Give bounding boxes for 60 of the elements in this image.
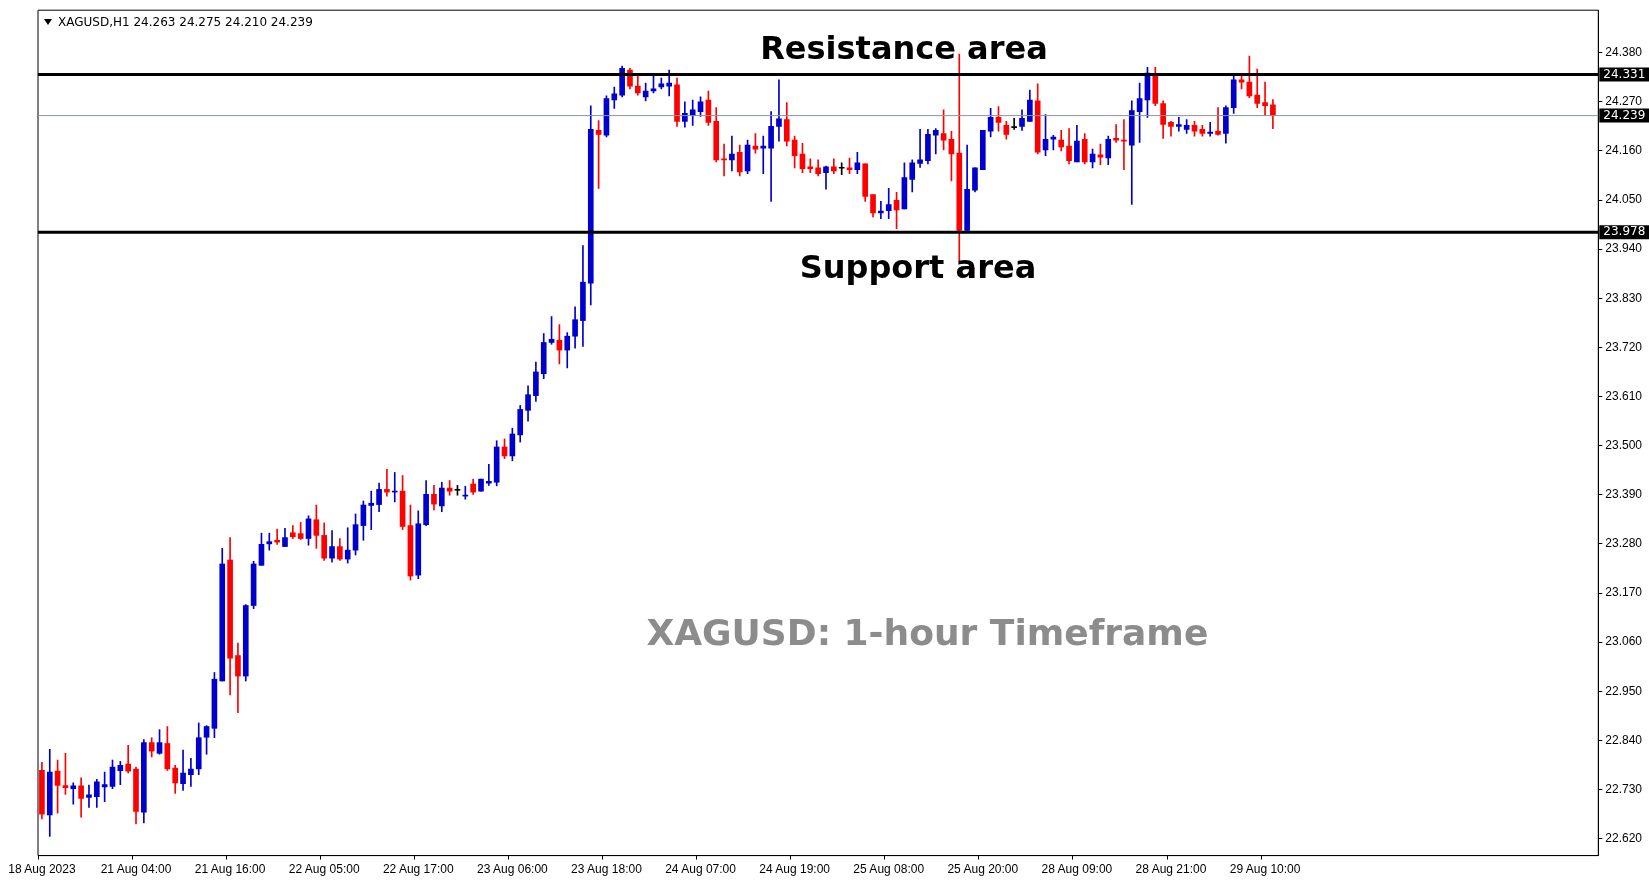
y-tick-label: 23.720 (1605, 339, 1643, 354)
annotation: Resistance area (760, 28, 1048, 67)
candlestick (384, 468, 390, 497)
candlestick (1207, 121, 1214, 137)
y-tick-label: 22.730 (1605, 781, 1643, 796)
y-tick-label: 22.950 (1605, 683, 1643, 698)
y-tick-label: 23.060 (1605, 634, 1643, 649)
y-tick-label: 24.270 (1605, 94, 1643, 109)
annotation: Support area (799, 248, 1037, 287)
y-tick-label: 22.620 (1605, 830, 1643, 845)
y-tick-label: 23.170 (1605, 585, 1643, 600)
candlestick (1262, 81, 1268, 116)
candlestick (729, 135, 735, 172)
candlestick (117, 761, 124, 785)
candlestick (86, 784, 92, 808)
x-tick-label: 24 Aug 19:00 (759, 862, 831, 877)
x-tick-label: 21 Aug 16:00 (194, 862, 266, 877)
y-tick-label: 23.280 (1605, 536, 1643, 551)
candlestick (368, 490, 375, 530)
y-tick-label: 24.160 (1605, 143, 1643, 158)
x-tick-label: 22 Aug 17:00 (382, 862, 454, 877)
candlestick (776, 79, 782, 142)
annotation: XAGUSD: 1-hour Timeframe (646, 612, 1209, 654)
x-tick-label: 25 Aug 08:00 (853, 862, 925, 877)
y-tick-label: 24.050 (1605, 192, 1643, 207)
x-tick-label: 18 Aug 2023 (8, 862, 76, 877)
y-tick-label: 23.830 (1605, 290, 1643, 305)
x-tick-label: 29 Aug 10:00 (1229, 862, 1301, 877)
x-tick-label: 28 Aug 21:00 (1135, 862, 1207, 877)
chart-title: XAGUSD,H1 24.263 24.275 24.210 24.239 (58, 15, 313, 29)
candlestick (1011, 117, 1017, 130)
candlestick (823, 165, 829, 190)
ref-line-label: 24.239 (1603, 107, 1646, 122)
y-tick-label: 23.940 (1605, 241, 1643, 256)
x-tick-label: 21 Aug 04:00 (100, 862, 172, 877)
candlestick (1175, 117, 1182, 132)
ref-line-label: 23.978 (1603, 224, 1646, 239)
y-tick-label: 23.500 (1605, 437, 1643, 452)
candlestick (760, 135, 767, 174)
candlestick (885, 188, 892, 220)
candlestick (1215, 107, 1221, 136)
x-tick-label: 24 Aug 07:00 (665, 862, 737, 877)
x-tick-label: 23 Aug 18:00 (571, 862, 643, 877)
x-tick-label: 22 Aug 05:00 (288, 862, 360, 877)
x-tick-label: 28 Aug 09:00 (1041, 862, 1113, 877)
y-tick-label: 24.380 (1605, 44, 1643, 59)
candlestick (266, 532, 273, 551)
candlestick (917, 129, 923, 168)
x-tick-label: 23 Aug 06:00 (476, 862, 549, 877)
candlestick (838, 162, 845, 175)
candlestick (721, 143, 727, 177)
candlestick (344, 527, 351, 564)
candlestick (188, 757, 194, 787)
candlestick (932, 128, 939, 155)
candlestick (70, 782, 77, 805)
y-tick-label: 23.610 (1605, 388, 1643, 403)
y-tick-label: 22.840 (1605, 732, 1643, 747)
y-tick-label: 23.390 (1605, 487, 1643, 502)
x-tick-label: 25 Aug 20:00 (947, 862, 1019, 877)
ref-line-label: 24.331 (1603, 66, 1646, 81)
